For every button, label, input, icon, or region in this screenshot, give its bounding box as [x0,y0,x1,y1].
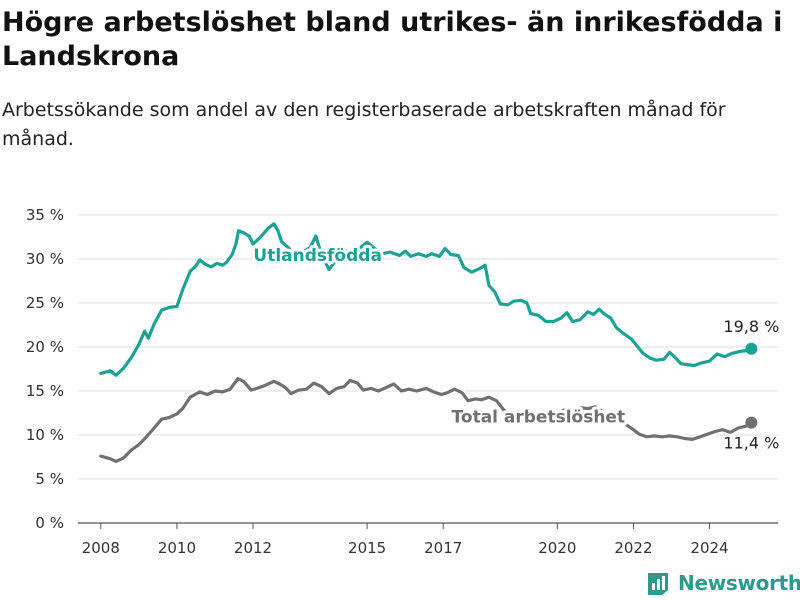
series-end-point [745,416,758,429]
y-tick-label: 10 % [26,426,64,444]
y-tick-label: 20 % [26,338,64,356]
series-end-label: 11,4 % [723,434,779,453]
page-subtitle: Arbetssökande som andel av den registerb… [2,99,726,150]
y-tick-label: 5 % [35,470,64,488]
x-tick-label: 2024 [690,539,728,557]
x-tick-label: 2010 [158,539,196,557]
x-tick-label: 2015 [348,539,386,557]
brand-logo: Newsworthy [646,570,800,596]
x-tick-label: 2022 [614,539,652,557]
y-tick-label: 0 % [35,514,64,532]
series-lines [99,220,758,465]
x-tick-label: 2020 [538,539,576,557]
x-tick-label: 2012 [234,539,272,557]
series-line [99,377,753,463]
bar-chart-logo-icon [648,573,668,595]
series-name-halo: Total arbetslöshet [452,408,626,428]
y-tick-label: 15 % [26,382,64,400]
y-tick-label: 30 % [26,250,64,268]
series-name-halo: Utlandsfödda [253,246,382,266]
series-end-label: 19,8 % [723,317,779,336]
grid [78,214,778,524]
series-name-label: Total arbetslöshet [452,408,626,428]
axes: 0 % 5 % 10 % 15 % 20 % 25 % 30 % 35 % 2008 2010 20… [26,206,729,557]
series-name-label: Utlandsfödda [253,246,382,266]
series-end-point [745,342,758,355]
brand-name: Newsworthy [678,571,800,595]
x-tick-label: 2017 [424,539,462,557]
series-line [99,222,753,377]
y-tick-label: 35 % [26,206,64,224]
series-halo [99,220,753,379]
y-tick-label: 25 % [26,294,64,312]
x-tick-label: 2008 [82,539,120,557]
page-title: Högre arbetslöshet bland utrikes- än inr… [2,7,783,72]
